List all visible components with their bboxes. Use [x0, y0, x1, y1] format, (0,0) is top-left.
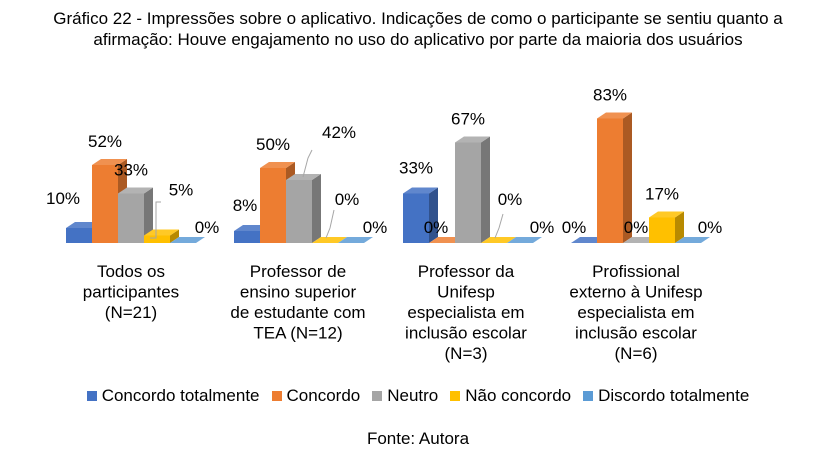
data-label-3-1: 83% [593, 86, 627, 105]
bar-side-3-3 [675, 211, 684, 243]
leader-line-1-2 [302, 149, 313, 178]
leader-line-1-3 [325, 209, 335, 239]
category-label-2-line-0: Professor da [418, 262, 515, 281]
chart-title: Gráfico 22 - Impressões sobre o aplicati… [0, 8, 836, 50]
bar-top-0-4 [170, 237, 205, 243]
legend-item-2: Neutro [372, 386, 438, 406]
bar-1-1 [260, 168, 286, 243]
data-label-1-2: 42% [322, 123, 356, 142]
legend-label-0: Concordo totalmente [101, 386, 260, 405]
bar-0-0 [66, 228, 92, 243]
bar-2-0 [403, 193, 429, 243]
data-label-0-2: 33% [114, 161, 148, 180]
legend-item-3: Não concordo [450, 386, 571, 406]
data-label-2-2: 67% [451, 110, 485, 129]
bar-top-3-1 [597, 112, 632, 119]
category-label-1-line-2: de estudante com [230, 303, 365, 322]
bar-top-1-1 [260, 162, 295, 168]
bar-2-2 [455, 142, 481, 243]
bar-0-2 [118, 193, 144, 243]
data-label-1-3: 0% [335, 190, 360, 209]
data-label-0-0: 10% [46, 189, 80, 208]
bar-side-1-2 [312, 174, 321, 243]
bar-side-0-2 [144, 187, 153, 243]
category-label-2-line-1: Unifesp [437, 283, 495, 302]
legend-swatch-3 [450, 391, 461, 401]
data-label-1-4: 0% [363, 218, 388, 237]
source-caption: Fonte: Autora [366, 429, 470, 448]
bar-top-2-2 [455, 136, 490, 143]
leader-line-0-3 [150, 201, 161, 239]
data-label-3-2: 0% [624, 218, 649, 237]
legend-swatch-4 [583, 391, 594, 401]
bar-top-3-3 [649, 211, 684, 218]
category-label-1-line-1: ensino superior [240, 283, 357, 302]
legend-label-2: Neutro [387, 386, 439, 405]
bar-top-0-3 [144, 229, 179, 236]
legend-label-3: Não concordo [465, 386, 572, 405]
bar-1-2 [286, 180, 312, 243]
bar-top-2-0 [403, 187, 438, 194]
category-label-0-line-0: Todos os [97, 262, 165, 281]
data-label-1-0: 8% [233, 196, 258, 215]
legend-swatch-0 [86, 391, 97, 401]
category-label-2-line-3: inclusão escolar [405, 324, 527, 343]
chart-legend: Concordo totalmente Concordo Neutro Não con… [0, 386, 836, 406]
bar-side-2-2 [481, 136, 490, 243]
bar-top-1-3 [312, 237, 347, 243]
category-label-3-line-2: especialista em [577, 303, 694, 322]
legend-item-1: Concordo [271, 386, 361, 406]
category-label-3-line-4: (N=6) [615, 344, 658, 363]
category-label-2-line-4: (N=3) [445, 344, 488, 363]
category-label-0-line-1: participantes [83, 283, 179, 302]
bar-side-3-1 [623, 112, 632, 243]
data-label-1-1: 50% [256, 135, 290, 154]
bar-top-0-2 [118, 187, 153, 194]
bar-top-2-4 [507, 237, 542, 243]
data-label-3-4: 0% [698, 218, 723, 237]
data-label-0-3: 5% [169, 181, 194, 200]
bar-0-3 [144, 235, 170, 243]
category-label-1-line-3: TEA (N=12) [253, 324, 342, 343]
bar-3-1 [597, 118, 623, 243]
data-label-2-3: 0% [498, 190, 523, 209]
legend-label-1: Concordo [286, 386, 361, 405]
category-label-3-line-0: Profissional [592, 262, 680, 281]
category-label-0-line-2: (N=21) [105, 303, 157, 322]
bar-3-3 [649, 217, 675, 243]
chart-title-line-2: afirmação: Houve engajamento no uso do a… [93, 30, 743, 49]
category-label-3-line-1: externo à Unifesp [569, 283, 702, 302]
bar-0-1 [92, 165, 118, 243]
data-label-0-1: 52% [88, 132, 122, 151]
bar-1-0 [234, 231, 260, 243]
data-label-3-0: 0% [562, 218, 587, 237]
bar-top-2-3 [481, 237, 516, 243]
legend-swatch-1 [271, 391, 282, 401]
category-label-2-line-2: especialista em [407, 303, 524, 322]
category-label-1-line-0: Professor de [250, 262, 346, 281]
bar-side-2-0 [429, 187, 438, 243]
data-label-2-4: 0% [530, 218, 555, 237]
data-label-3-3: 17% [645, 185, 679, 204]
legend-item-0: Concordo totalmente [86, 386, 260, 406]
bar-top-0-1 [92, 159, 127, 165]
category-label-3-line-3: inclusão escolar [575, 324, 697, 343]
bar-top-1-4 [338, 237, 373, 243]
legend-swatch-2 [372, 391, 383, 401]
bar-side-0-3 [170, 229, 179, 243]
leader-line-2-3 [494, 213, 504, 239]
legend-item-4: Discordo totalmente [583, 386, 749, 406]
data-label-0-4: 0% [195, 218, 220, 237]
bar-top-3-4 [675, 237, 710, 243]
data-label-2-1: 0% [424, 218, 449, 237]
data-label-2-0: 33% [399, 159, 433, 178]
legend-label-4: Discordo totalmente [598, 386, 750, 405]
chart-title-line-1: Gráfico 22 - Impressões sobre o aplicati… [53, 9, 783, 28]
